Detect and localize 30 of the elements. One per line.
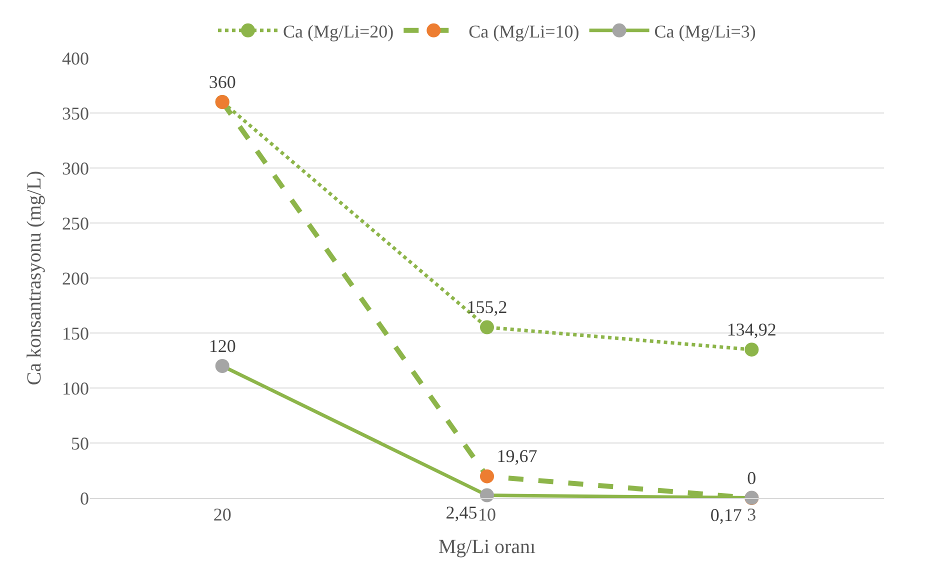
- legend-label: Ca (Mg/Li=3): [654, 21, 756, 42]
- data-label: 134,92: [726, 319, 776, 340]
- x-tick-label: 3: [747, 504, 756, 525]
- y-tick-label: 100: [62, 378, 89, 398]
- point: [744, 342, 759, 357]
- data-label: 0: [747, 468, 756, 488]
- y-tick-label: 250: [62, 213, 89, 234]
- data-label: 19,67: [496, 446, 538, 466]
- point: [215, 359, 230, 373]
- y-tick-label: 350: [62, 103, 89, 124]
- legend-label: Ca (Mg/Li=20): [283, 21, 394, 42]
- point: [480, 469, 494, 484]
- x-axis-title: Mg/Li oranı: [438, 536, 536, 558]
- data-label: 360: [208, 72, 236, 92]
- data-label: 0,17: [710, 505, 742, 526]
- x-tick-label: 10: [478, 504, 496, 525]
- y-tick-label: 200: [62, 268, 89, 288]
- data-label: 120: [208, 336, 236, 356]
- y-tick-label: 150: [62, 323, 89, 344]
- x-tick-label: 20: [213, 504, 232, 525]
- y-tick-label: 0: [80, 488, 89, 508]
- data-label: 2,45: [446, 502, 478, 523]
- y-axis-title: Ca konsantrasyonu (mg/L): [24, 170, 46, 386]
- point: [480, 320, 494, 334]
- point: [480, 488, 494, 502]
- data-label: 155,2: [466, 297, 508, 318]
- y-tick-label: 400: [62, 48, 89, 68]
- legend-label: Ca (Mg/Li=10): [468, 21, 580, 42]
- y-tick-label: 300: [62, 158, 89, 178]
- y-tick-label: 50: [71, 433, 89, 454]
